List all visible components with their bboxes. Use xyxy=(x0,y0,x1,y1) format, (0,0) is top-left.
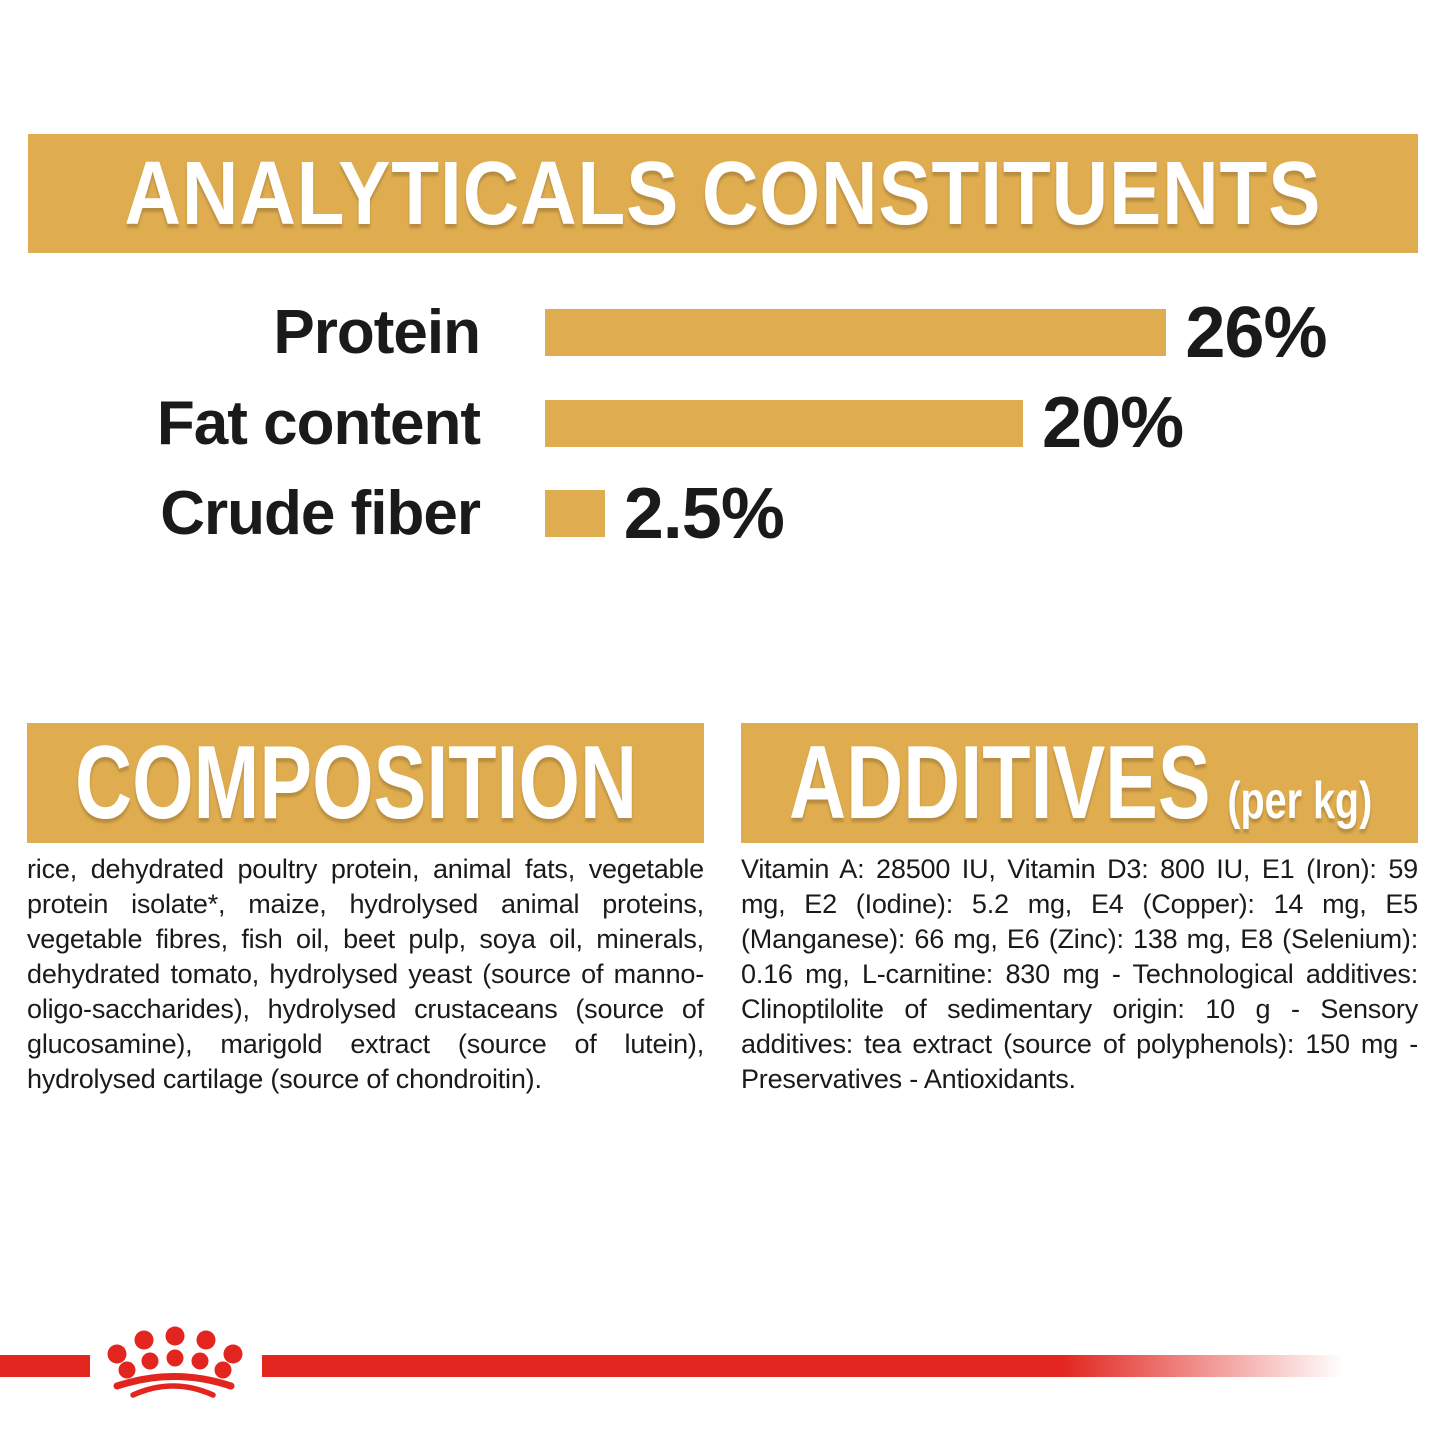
footer-red-band-right xyxy=(262,1355,1343,1377)
chart-value-label: 20% xyxy=(1042,383,1184,463)
additives-title: ADDITIVES xyxy=(789,725,1211,841)
chart-row-label: Protein xyxy=(273,298,481,367)
chart-value-label: 26% xyxy=(1185,292,1327,373)
chart-bar xyxy=(545,309,1167,356)
composition-header-banner: COMPOSITION xyxy=(27,723,704,843)
chart-row: Fat content 20% xyxy=(0,383,1445,463)
analyticals-title: ANALYTICALS CONSTITUENTS xyxy=(124,143,1322,244)
chart-row: Protein 26% xyxy=(0,292,1445,373)
chart-value-label: 2.5% xyxy=(623,473,785,554)
additives-header-banner: ADDITIVES (per kg) xyxy=(741,723,1418,843)
composition-text: rice, dehydrated poultry protein, animal… xyxy=(27,854,704,1094)
additives-text: Vitamin A: 28500 IU, Vitamin D3: 800 IU,… xyxy=(741,854,1418,1094)
additives-title-group: ADDITIVES (per kg) xyxy=(789,731,1372,835)
composition-title: COMPOSITION xyxy=(75,725,638,841)
chart-row-label: Crude fiber xyxy=(160,479,481,548)
chart-row-label: Fat content xyxy=(156,388,481,458)
chart-row: Crude fiber 2.5% xyxy=(0,473,1445,554)
chart-bar xyxy=(545,490,605,537)
analyticals-header-banner: ANALYTICALS CONSTITUENTS xyxy=(28,134,1418,253)
chart-bar xyxy=(545,399,1023,447)
royal-canin-crown-icon xyxy=(107,1326,243,1398)
footer-red-band-left xyxy=(0,1355,90,1377)
additives-unit-suffix: (per kg) xyxy=(1227,772,1373,830)
